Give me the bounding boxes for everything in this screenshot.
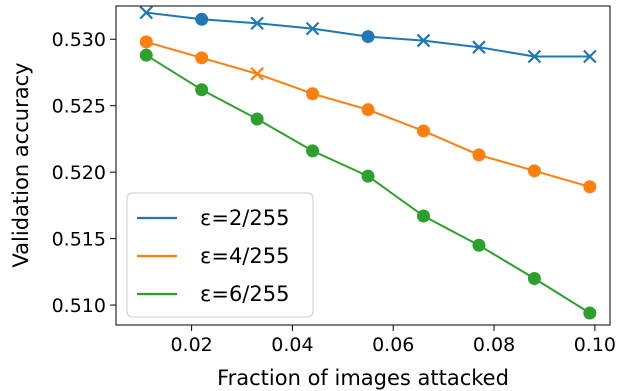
data-point-x-marker xyxy=(250,67,264,81)
x-axis-label: Fraction of images attacked xyxy=(217,366,509,390)
x-tick-label: 0.10 xyxy=(574,334,616,356)
data-point-circle-marker xyxy=(195,12,209,26)
legend: ε=2/255 ε=4/255 ε=6/255 xyxy=(126,192,314,318)
x-tick-label: 0.04 xyxy=(271,334,313,356)
series-layer xyxy=(139,5,597,320)
data-point-circle-marker xyxy=(306,87,320,101)
y-tick-label: 0.515 xyxy=(52,229,106,251)
data-point-x-marker xyxy=(250,16,264,31)
data-point-circle-marker xyxy=(139,35,153,49)
data-point-circle-marker xyxy=(361,169,375,183)
y-tick-label: 0.525 xyxy=(52,96,106,118)
data-point-x-marker xyxy=(139,5,154,20)
legend-frame xyxy=(126,192,314,318)
data-point-circle-marker xyxy=(139,48,153,62)
data-point-circle-marker xyxy=(416,124,430,138)
data-point-circle-marker xyxy=(195,83,209,97)
legend-entry-1: ε=2/255 xyxy=(200,206,289,230)
data-point-circle-marker xyxy=(416,209,430,223)
data-point-circle-marker xyxy=(583,306,597,320)
data-point-x-marker xyxy=(305,21,320,36)
data-point-circle-marker xyxy=(306,144,320,158)
data-point-circle-marker xyxy=(527,164,541,178)
x-tick-label: 0.06 xyxy=(372,334,414,356)
data-point-circle-marker xyxy=(195,51,209,65)
y-axis-label: Validation accuracy xyxy=(9,62,33,267)
data-point-circle-marker xyxy=(527,271,541,285)
x-tick-label: 0.08 xyxy=(473,334,515,356)
x-tick-label: 0.02 xyxy=(170,334,212,356)
data-point-x-marker xyxy=(527,49,542,64)
data-point-circle-marker xyxy=(361,30,375,44)
axes-layer: 0.02 0.04 0.06 0.08 0.10 0.510 0.515 0.520 0.525… xyxy=(52,29,616,356)
y-tick-label: 0.520 xyxy=(52,162,106,184)
y-tick-label: 0.530 xyxy=(52,29,106,51)
y-tick-label: 0.510 xyxy=(52,295,106,317)
data-point-circle-marker xyxy=(472,148,486,162)
legend-entry-2: ε=4/255 xyxy=(200,244,289,268)
data-point-x-marker xyxy=(583,49,597,64)
data-point-circle-marker xyxy=(472,238,486,252)
plot-frame xyxy=(115,5,611,326)
data-point-x-marker xyxy=(472,40,486,54)
data-point-circle-marker xyxy=(583,180,597,194)
legend-entry-3: ε=6/255 xyxy=(200,282,289,306)
data-point-circle-marker xyxy=(361,103,375,117)
data-point-x-marker xyxy=(416,33,431,48)
data-point-circle-marker xyxy=(250,112,264,126)
